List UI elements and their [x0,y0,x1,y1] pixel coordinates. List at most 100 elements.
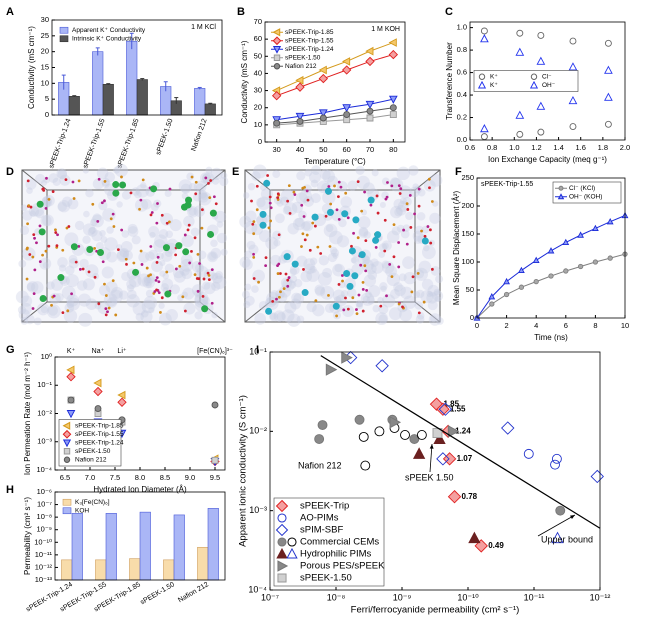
bar [136,79,148,116]
marker [468,531,481,544]
sim-atom [361,280,365,284]
x-tick-label: 10⁻⁹ [393,592,412,602]
sim-cloud [336,181,348,192]
sim-cloud [288,280,297,289]
marker [590,469,604,484]
legend-label: sPEEK-Trip-1.85 [285,29,334,36]
sim-cloud [122,250,133,261]
sim-atom [114,313,118,317]
sim-cloud [400,229,410,239]
sim-ion [291,260,299,268]
sim-atom [155,221,159,225]
sim-cloud [210,167,223,180]
sim-atom [383,249,387,253]
sim-cloud [244,295,255,306]
sim-atom [313,224,317,228]
sim-atom [352,231,355,235]
sim-atom [104,313,108,317]
sim-cloud [300,270,313,283]
sim-cloud [421,278,434,291]
sim-atom [71,180,75,184]
sim-cloud [347,180,358,191]
series-line [276,114,394,126]
sim-cloud [265,236,279,250]
sim-cloud [294,217,304,228]
sim-atom [77,244,81,248]
sim-cloud [197,250,207,260]
sim-cloud [187,206,199,218]
y-tick-label: 10⁻⁶ [37,487,52,496]
sim-cloud [403,295,417,309]
sim-cloud [293,293,305,305]
sim-cloud [160,283,169,292]
sim-cloud [338,281,346,289]
sim-cloud [371,169,379,177]
sim-cloud [276,311,286,322]
sim-atom [420,229,423,233]
sim-cloud [143,277,153,287]
sim-cloud [399,197,407,205]
y-tick-label: 20 [254,103,262,112]
sim-cloud [206,251,218,263]
y-tick-label: 100 [461,257,474,266]
sim-cloud [57,200,71,213]
sim-cloud [65,265,75,275]
sim-atom [202,277,206,281]
sim-atom [81,267,85,271]
sim-atom [397,184,401,188]
legend-swatch [59,26,69,34]
legend-label: Cl⁻ [542,73,552,80]
sim-cloud [165,309,178,322]
x-tick-label: 1.4 [553,143,563,152]
y-tick-label: 10⁰ [41,352,52,361]
sim-cloud [202,281,211,290]
arrow-head [429,444,434,449]
sim-cloud [272,230,282,240]
sim-cloud [248,244,259,255]
sim-atom [417,187,421,191]
sim-atom [268,195,272,199]
sim-cloud [372,304,380,313]
sim-cloud [219,176,229,187]
sim-edge [199,169,226,191]
legend-marker [277,573,287,583]
sim-cloud [426,292,438,304]
sim-cloud [132,301,146,316]
sim-cloud [195,183,205,192]
sim-cloud [367,270,378,280]
sim-atom [335,314,338,318]
sim-cloud [98,284,111,297]
marker [388,95,398,104]
sim-atom [406,208,410,211]
annotation: 1 M KCl [191,24,216,31]
marker [592,259,599,265]
sim-ion [175,242,183,250]
sim-cloud [388,307,402,321]
marker [548,273,554,279]
sim-atom [327,185,331,188]
sim-atom [194,192,198,196]
y-tick-label: 30 [41,15,49,24]
legend-swatch [59,35,69,43]
sim-atom [67,225,71,228]
sim-cloud [148,225,160,237]
sim-cloud [399,308,413,322]
sim-atom [292,190,296,194]
sim-atom [107,306,111,310]
sim-atom [417,311,421,315]
sim-atom [208,196,212,199]
marker [389,111,397,119]
sim-cloud [95,241,104,250]
sim-cloud [239,256,251,268]
y-tick-label: 10⁻⁹ [36,525,52,534]
sim-cloud [357,215,371,229]
sim-cloud [40,179,48,186]
sim-atom [269,219,273,223]
y-tick-label: 10⁻¹ [249,346,267,356]
legend-label: OH⁻ (KOH) [569,193,602,200]
sim-atom [252,220,256,224]
sim-cloud [210,239,218,248]
sim-atom [120,175,123,179]
sim-cloud [332,252,339,259]
sim-cloud [198,189,207,199]
